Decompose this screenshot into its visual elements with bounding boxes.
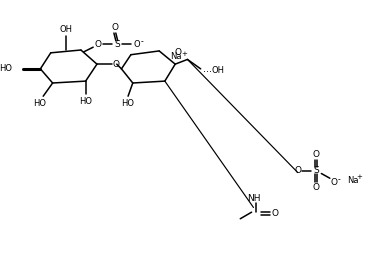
Text: O: O bbox=[294, 166, 301, 175]
Text: -: - bbox=[141, 37, 144, 46]
Text: -: - bbox=[338, 175, 341, 184]
Text: O: O bbox=[94, 40, 102, 49]
Text: O: O bbox=[112, 60, 119, 69]
Text: Na: Na bbox=[347, 176, 358, 185]
Text: +: + bbox=[356, 174, 362, 180]
Text: O: O bbox=[312, 183, 319, 192]
Text: S: S bbox=[115, 40, 121, 49]
Text: HO: HO bbox=[33, 99, 46, 108]
Text: Na: Na bbox=[170, 52, 182, 61]
Text: +: + bbox=[182, 51, 188, 57]
Text: ...: ... bbox=[202, 64, 212, 74]
Text: HO: HO bbox=[79, 97, 92, 106]
Text: O: O bbox=[112, 23, 118, 32]
Text: NH: NH bbox=[247, 193, 260, 202]
Text: O: O bbox=[272, 209, 279, 218]
Text: O: O bbox=[174, 48, 181, 57]
Text: O: O bbox=[312, 150, 319, 159]
Text: O: O bbox=[133, 40, 140, 49]
Text: HO: HO bbox=[121, 99, 135, 108]
Text: O: O bbox=[330, 178, 337, 187]
Text: OH: OH bbox=[211, 66, 224, 75]
Text: S: S bbox=[314, 166, 319, 175]
Text: OH: OH bbox=[59, 25, 72, 34]
Text: HO: HO bbox=[0, 64, 12, 73]
